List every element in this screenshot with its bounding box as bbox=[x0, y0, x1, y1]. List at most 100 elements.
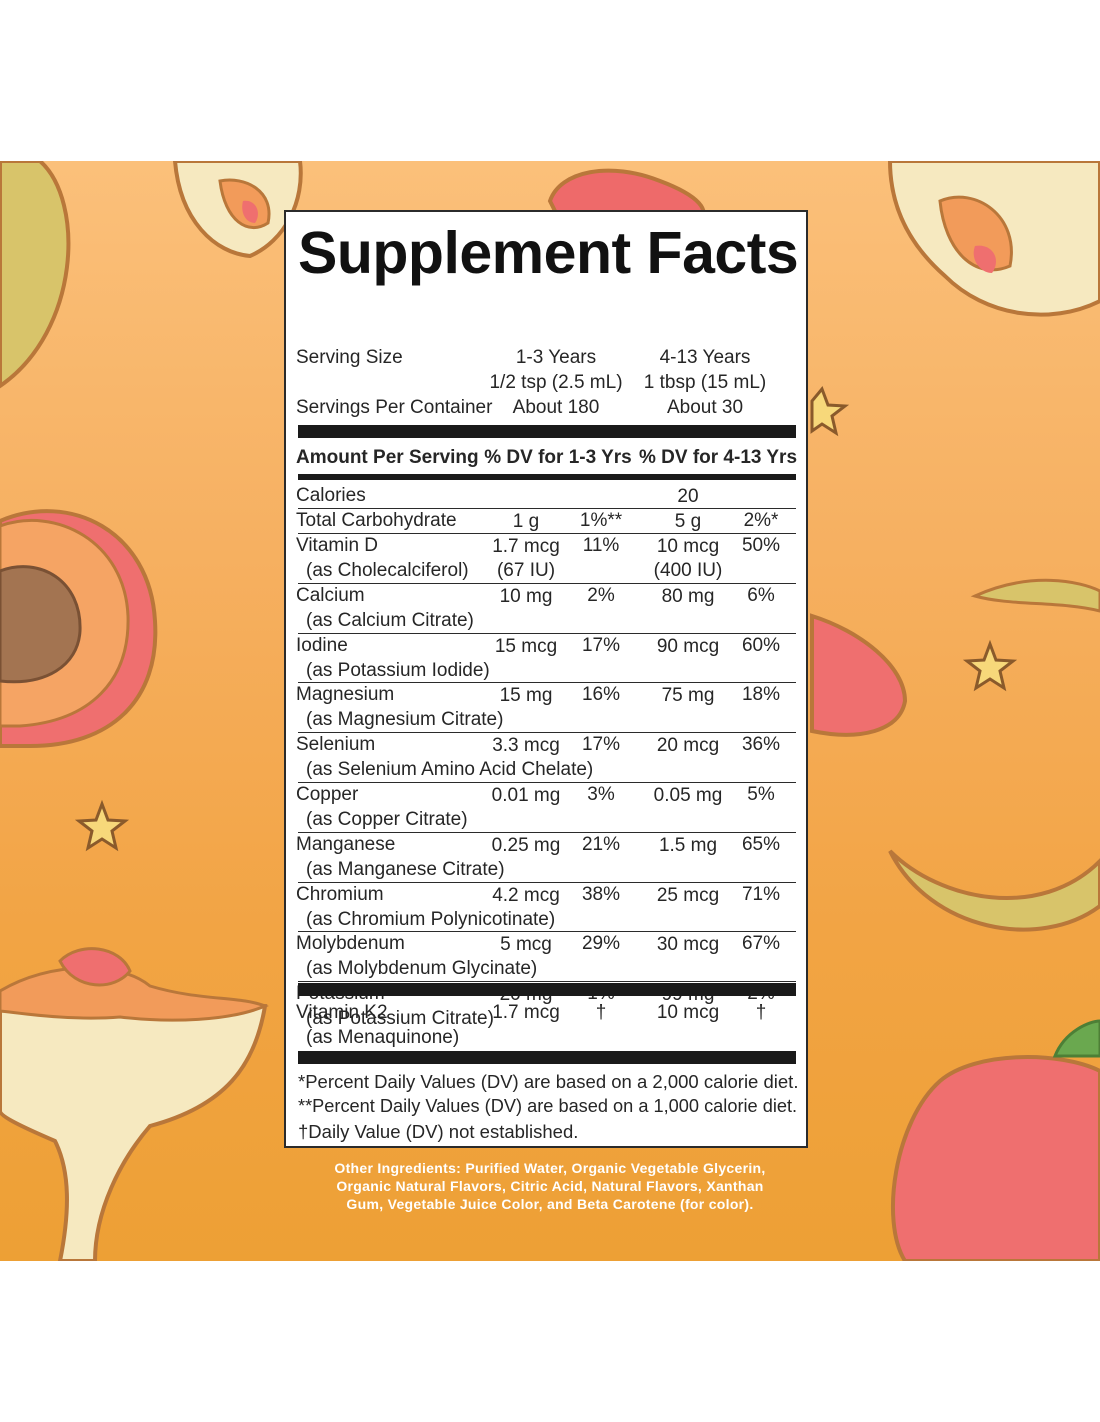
nutrient-amount-2: 75 mg bbox=[661, 685, 715, 707]
calories-amount-2: 20 bbox=[677, 486, 699, 507]
peach-slice-icon-right bbox=[810, 613, 908, 737]
nutrient-amount-2: 90 mcg bbox=[656, 635, 720, 657]
nutrient-name: Manganese bbox=[296, 833, 396, 855]
nutrient-form: (as Manganese Citrate) bbox=[306, 858, 505, 880]
nutrient-amount-1: 1.7 mcg bbox=[492, 536, 560, 557]
nutrient-dv-2: 71% bbox=[741, 883, 781, 905]
row-divider bbox=[298, 582, 796, 584]
carbohydrate-amount-2: 5 g bbox=[674, 511, 702, 532]
nutrient-dv-1: 17% bbox=[581, 634, 621, 656]
nutrient-form: (as Chromium Polynicotinate) bbox=[306, 908, 556, 930]
nutrient-dv-1: 11% bbox=[582, 535, 620, 556]
nutrient-row: Calcium 10 mg 2% 80 mg 6% (as Calcium Citrate… bbox=[286, 584, 810, 634]
row-divider bbox=[298, 533, 796, 534]
nutrient-amount-2: 1.5 mg bbox=[658, 834, 718, 856]
nutrient-row: Iodine 15 mcg 17% 90 mcg 60% (as Potassium Io… bbox=[286, 634, 810, 684]
serving-size-label: Serving Size bbox=[296, 347, 403, 368]
melon-slice-icon-right bbox=[888, 849, 1100, 932]
carbohydrate-label: Total Carbohydrate bbox=[296, 510, 457, 531]
supplement-facts-label: Supplement Facts Serving Size 1-3 Years … bbox=[284, 210, 808, 1148]
nutrient-dv-2: 67% bbox=[741, 933, 781, 955]
row-divider bbox=[298, 632, 796, 634]
nutrient-form: (as Potassium Iodide) bbox=[306, 659, 490, 681]
nutrient-amount-2: 0.05 mg bbox=[653, 785, 723, 806]
nutrient-amount-2: 80 mg bbox=[661, 585, 715, 607]
nutrient-amount-1: 15 mcg bbox=[494, 635, 558, 657]
nutrient-dv-2: 50% bbox=[741, 535, 781, 556]
thick-divider bbox=[298, 983, 796, 996]
nutrient-name: Chromium bbox=[296, 883, 384, 905]
footnote-2000-calorie: *Percent Daily Values (DV) are based on … bbox=[298, 1071, 799, 1092]
nutrient-dv-2: 60% bbox=[741, 634, 781, 656]
nutrient-form: (as Calcium Citrate) bbox=[306, 609, 474, 631]
nutrient-form: (as Menaquinone) bbox=[306, 1027, 460, 1048]
dv-header-1: % DV for 1-3 Yrs bbox=[484, 447, 632, 468]
thick-divider bbox=[298, 1051, 796, 1064]
nutrient-form: (as Potassium Citrate) bbox=[306, 1008, 494, 1030]
nutrient-name: Iodine bbox=[296, 634, 348, 656]
serving-size-2: 1 tbsp (15 mL) bbox=[643, 372, 767, 393]
calories-label: Calories bbox=[296, 485, 366, 506]
nutrient-dv-1: 17% bbox=[581, 734, 621, 756]
row-divider bbox=[298, 931, 796, 933]
nutrient-dv-1: † bbox=[595, 1002, 607, 1023]
row-divider bbox=[298, 981, 796, 983]
row-divider bbox=[298, 782, 796, 783]
servings-per-container-2: About 30 bbox=[666, 397, 744, 418]
nutrient-row: Manganese 0.25 mg 21% 1.5 mg 65% (as Manganes… bbox=[286, 833, 810, 883]
nutrient-form: (as Selenium Amino Acid Chelate) bbox=[306, 759, 594, 781]
medium-divider bbox=[298, 474, 796, 480]
nutrient-amount-1: 3.3 mcg bbox=[492, 735, 560, 757]
row-divider bbox=[298, 881, 796, 883]
nutrient-dv-2: 5% bbox=[747, 784, 775, 805]
nutrient-row: Molybdenum 5 mcg 29% 30 mcg 67% (as Molybdenu… bbox=[286, 932, 810, 982]
melon-slice-icon bbox=[0, 161, 71, 389]
nutrient-dv-2: 6% bbox=[747, 584, 775, 606]
peach-half-icon-left bbox=[0, 509, 158, 748]
nutrient-dv-1: 21% bbox=[581, 833, 621, 855]
other-ingredients: Other Ingredients: Purified Water, Organ… bbox=[292, 1159, 808, 1213]
nutrient-name: Vitamin K2 bbox=[296, 1002, 388, 1023]
age-group-2: 4-13 Years bbox=[659, 347, 751, 368]
amount-per-serving-header: Amount Per Serving bbox=[296, 447, 479, 468]
nutrient-name: Calcium bbox=[296, 584, 365, 606]
nutrient-name: Copper bbox=[296, 784, 359, 805]
nutrient-row: Vitamin D 1.7 mcg 11% 10 mcg 50% (as Cholecal… bbox=[286, 534, 810, 584]
nutrient-amount-2: 10 mcg bbox=[656, 536, 720, 557]
serving-size-1: 1/2 tsp (2.5 mL) bbox=[489, 372, 623, 393]
star-icon bbox=[74, 799, 130, 852]
nutrient-form: (as Molybdenum Glycinate) bbox=[306, 958, 538, 980]
row-divider bbox=[298, 732, 796, 734]
star-icon bbox=[962, 639, 1018, 692]
nutrient-row: Chromium 4.2 mcg 38% 25 mcg 71% (as Chromium … bbox=[286, 883, 810, 933]
nutrient-amount-1: 5 mcg bbox=[500, 934, 552, 956]
nutrient-amount-1: 0.25 mg bbox=[491, 834, 561, 856]
cut-peach-icon-top-right bbox=[887, 161, 1100, 317]
dv-header-2: % DV for 4-13 Yrs bbox=[638, 447, 798, 468]
label-title: Supplement Facts bbox=[298, 220, 799, 286]
nutrient-amount-2: 30 mcg bbox=[656, 934, 720, 956]
nutrient-dv-2: 36% bbox=[741, 734, 781, 756]
nutrient-form: (as Copper Citrate) bbox=[306, 809, 468, 830]
peach-icon-bottom-right bbox=[890, 1019, 1100, 1261]
nutrient-amount-2-iu: (400 IU) bbox=[653, 560, 723, 581]
footnote-dv-not-established: †Daily Value (DV) not established. bbox=[298, 1121, 579, 1142]
nutrient-dv-2: † bbox=[755, 1002, 767, 1023]
servings-per-container-1: About 180 bbox=[512, 397, 600, 418]
other-ingredients-line: Gum, Vegetable Juice Color, and Beta Car… bbox=[346, 1196, 754, 1212]
nutrient-name: Magnesium bbox=[296, 684, 395, 706]
age-group-1: 1-3 Years bbox=[515, 347, 597, 368]
nutrient-form: (as Magnesium Citrate) bbox=[306, 709, 504, 731]
nutrient-dv-1: 29% bbox=[581, 933, 621, 955]
nutrient-dv-1: 16% bbox=[581, 684, 621, 706]
cut-peach-icon-top-left bbox=[172, 161, 303, 259]
other-ingredients-line: Organic Natural Flavors, Citric Acid, Na… bbox=[336, 1178, 764, 1194]
nutrient-row: Copper 0.01 mg 3% 0.05 mg 5% (as Copper Citra… bbox=[286, 783, 810, 833]
servings-per-container-label: Servings Per Container bbox=[296, 397, 493, 418]
nutrient-dv-1: 3% bbox=[587, 784, 615, 805]
fruit-illustration-background bbox=[0, 161, 1100, 1261]
star-icon bbox=[810, 386, 850, 437]
nutrient-amount-1: 15 mg bbox=[499, 685, 553, 707]
other-ingredients-line: Other Ingredients: Purified Water, Organ… bbox=[334, 1160, 766, 1176]
nutrient-name: Vitamin D bbox=[296, 535, 379, 556]
